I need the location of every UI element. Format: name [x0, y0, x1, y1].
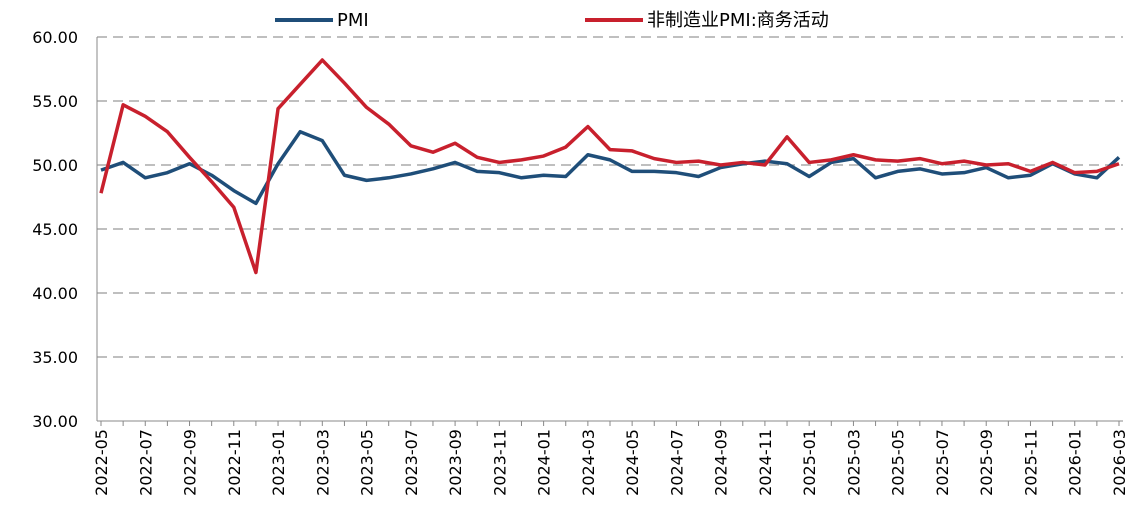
x-tick-label: 2024-01: [535, 429, 554, 496]
x-tick-label: 2023-11: [490, 429, 509, 496]
x-tick-label: 2024-05: [623, 429, 642, 496]
y-tick-label: 30.00: [32, 412, 78, 431]
x-tick-label: 2025-01: [800, 429, 819, 496]
y-tick-label: 55.00: [32, 92, 78, 111]
x-tick-label: 2025-03: [844, 429, 863, 496]
x-tick-label: 2022-11: [225, 429, 244, 496]
legend-label: PMI: [337, 10, 369, 31]
x-tick-label: 2026-01: [1066, 429, 1085, 496]
x-tick-label: 2025-05: [889, 429, 908, 496]
x-tick-label: 2023-05: [358, 429, 377, 496]
y-tick-label: 45.00: [32, 220, 78, 239]
y-tick-label: 40.00: [32, 284, 78, 303]
x-tick-label: 2025-09: [977, 429, 996, 496]
x-tick-label: 2025-07: [933, 429, 952, 496]
series-line: [100, 129, 1121, 206]
x-tick-label: 2022-05: [92, 429, 111, 496]
y-tick-label: 50.00: [32, 156, 78, 175]
x-tick-label: 2024-03: [579, 429, 598, 496]
x-tick-label: 2023-09: [446, 429, 465, 496]
series-line: [99, 58, 1120, 275]
legend-label: 非制造业PMI:商务活动: [647, 10, 829, 31]
x-tick-label: 2024-07: [667, 429, 686, 496]
x-tick-label: 2024-11: [756, 429, 775, 496]
x-tick-label: 2022-07: [136, 429, 155, 496]
x-tick-label: 2023-07: [402, 429, 421, 496]
x-tick-label: 2023-03: [313, 429, 332, 496]
x-tick-label: 2025-11: [1021, 429, 1040, 496]
x-tick-label: 2023-01: [269, 429, 288, 496]
y-tick-label: 35.00: [32, 348, 78, 367]
x-tick-label: 2024-09: [712, 429, 731, 496]
y-tick-label: 60.00: [32, 28, 78, 47]
x-tick-label: 2022-09: [181, 429, 200, 496]
x-tick-label: 2026-03: [1110, 429, 1129, 496]
